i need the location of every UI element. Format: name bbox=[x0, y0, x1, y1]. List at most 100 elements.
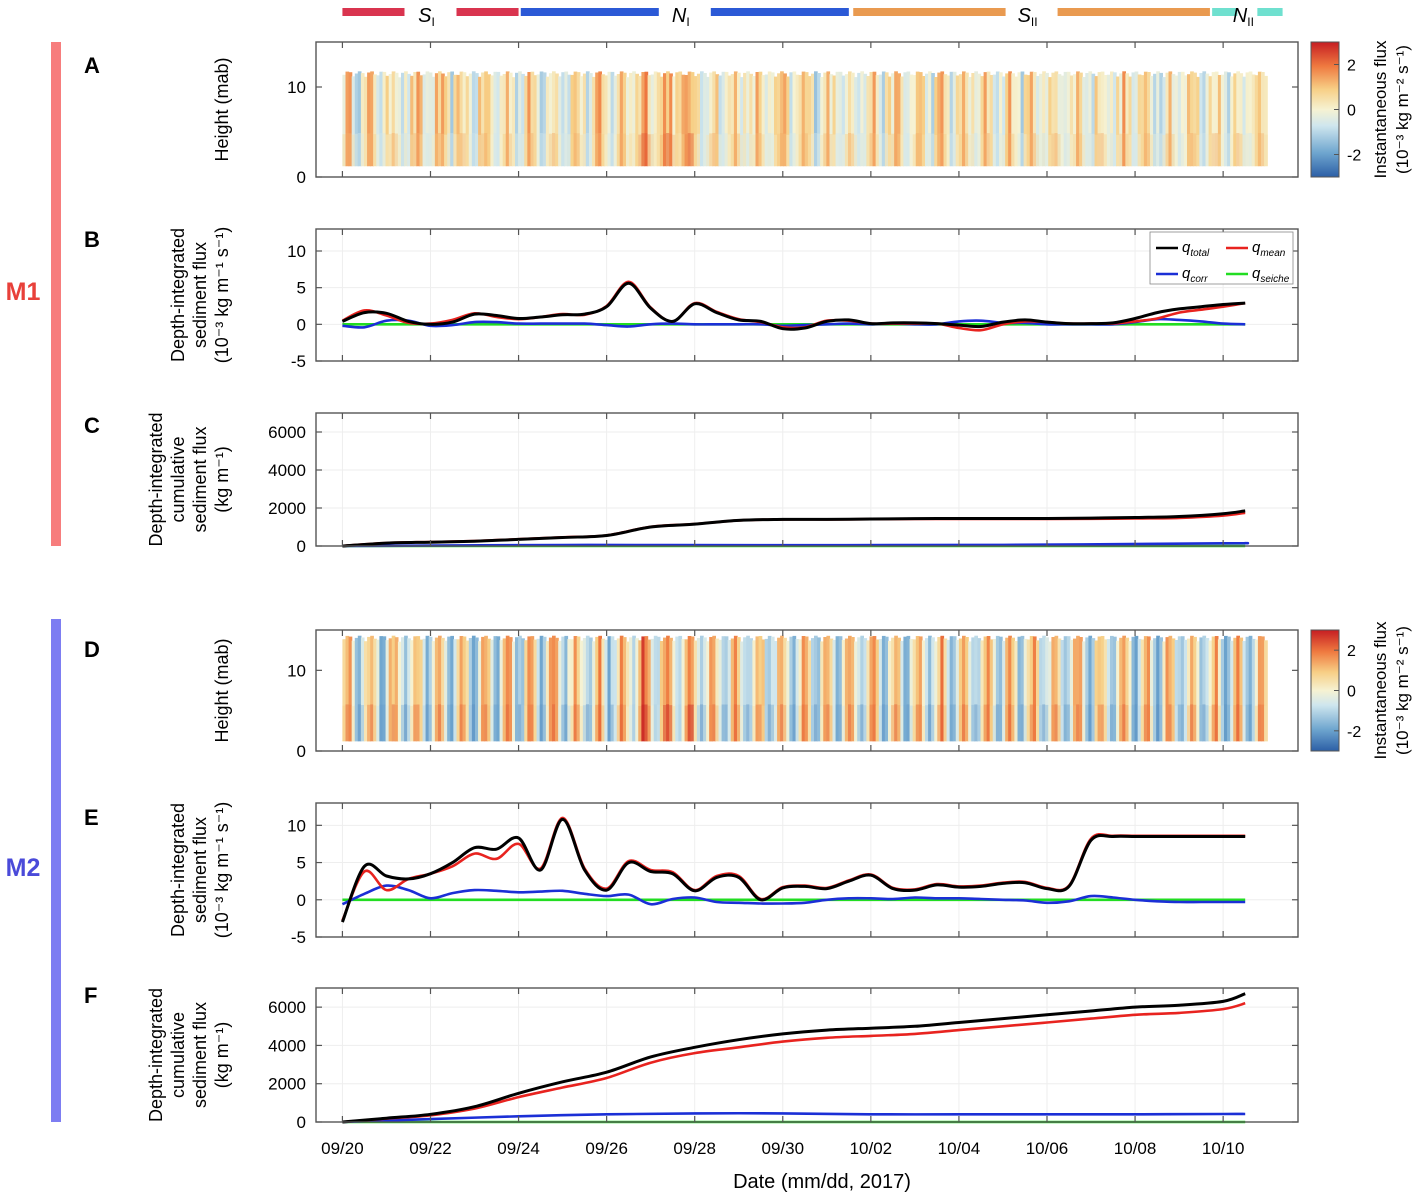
heatmap-near-bed-D-112 bbox=[687, 704, 692, 742]
heatmap-cell-D-116 bbox=[700, 635, 704, 742]
heatmap-cell-D-144 bbox=[786, 640, 790, 742]
heatmap-near-bed-A-291 bbox=[1239, 133, 1244, 167]
heatmap-cell-D-200 bbox=[958, 638, 963, 742]
heatmap-near-bed-D-131 bbox=[746, 704, 750, 742]
heatmap-near-bed-A-107 bbox=[672, 134, 676, 167]
heatmap-near-bed-A-60 bbox=[527, 133, 532, 167]
heatmap-near-bed-A-261 bbox=[1147, 133, 1151, 167]
heatmap-near-bed-A-4 bbox=[354, 133, 359, 167]
heatmap-cell-D-232 bbox=[1057, 638, 1062, 742]
heatmap-near-bed-A-97 bbox=[641, 133, 646, 167]
heatmap-near-bed-D-21 bbox=[407, 705, 411, 742]
heatmap-cell-A-262 bbox=[1150, 75, 1154, 167]
heatmap-cell-D-184 bbox=[909, 639, 914, 742]
y-label-E-2: (10⁻³ kg m⁻¹ s⁻¹) bbox=[212, 802, 232, 939]
heatmap-near-bed-A-91 bbox=[622, 133, 627, 167]
heatmap-cell-D-60 bbox=[527, 636, 532, 742]
heatmap-near-bed-A-41 bbox=[468, 133, 473, 167]
phase-bar-2-left bbox=[853, 8, 1006, 16]
heatmap-cell-A-118 bbox=[706, 76, 710, 167]
heatmap-near-bed-D-4 bbox=[354, 705, 359, 742]
heatmap-near-bed-D-218 bbox=[1014, 706, 1019, 742]
heatmap-cell-D-156 bbox=[823, 637, 827, 742]
heatmap-cell-A-68 bbox=[552, 71, 556, 167]
heatmap-cell-A-166 bbox=[854, 77, 858, 167]
heatmap-cell-A-63 bbox=[536, 74, 541, 167]
heatmap-cell-D-112 bbox=[687, 636, 692, 742]
heatmap-near-bed-D-160 bbox=[835, 704, 840, 742]
heatmap-cell-A-157 bbox=[826, 71, 831, 167]
heatmap-cell-A-8 bbox=[367, 72, 371, 167]
heatmap-cell-A-40 bbox=[465, 76, 470, 167]
heatmap-near-bed-D-273 bbox=[1183, 705, 1188, 742]
mooring-bar-m1 bbox=[51, 42, 61, 546]
heatmap-cell-D-222 bbox=[1026, 639, 1031, 742]
heatmap-near-bed-A-277 bbox=[1196, 135, 1200, 167]
heatmap-cell-D-12 bbox=[379, 636, 384, 742]
heatmap-cell-D-268 bbox=[1168, 635, 1173, 742]
heatmap-cell-D-239 bbox=[1079, 637, 1083, 742]
heatmap-near-bed-A-51 bbox=[499, 134, 504, 167]
colorbar-tick-label-D-0: 2 bbox=[1347, 643, 1356, 660]
heatmap-near-bed-A-105 bbox=[666, 133, 670, 167]
heatmap-near-bed-A-282 bbox=[1211, 133, 1216, 167]
heatmap-cell-A-115 bbox=[696, 73, 701, 167]
heatmap-near-bed-D-230 bbox=[1051, 704, 1056, 742]
heatmap-cell-A-289 bbox=[1233, 73, 1237, 167]
heatmap-cell-D-45 bbox=[481, 636, 485, 742]
heatmap-cell-D-286 bbox=[1224, 635, 1228, 742]
heatmap-near-bed-A-73 bbox=[567, 134, 572, 167]
heatmap-cell-A-66 bbox=[545, 76, 550, 167]
heatmap-cell-A-24 bbox=[416, 71, 421, 167]
heatmap-near-bed-D-287 bbox=[1227, 704, 1231, 742]
x-tick-label-1: 09/22 bbox=[409, 1139, 452, 1158]
heatmap-near-bed-D-185 bbox=[912, 705, 917, 742]
heatmap-cell-A-64 bbox=[539, 71, 544, 167]
heatmap-cell-A-250 bbox=[1113, 72, 1117, 167]
heatmap-near-bed-A-86 bbox=[607, 133, 612, 167]
heatmap-cell-D-287 bbox=[1227, 636, 1231, 742]
heatmap-cell-A-291 bbox=[1239, 73, 1244, 167]
heatmap-cell-A-132 bbox=[749, 73, 753, 167]
heatmap-near-bed-A-3 bbox=[351, 134, 356, 167]
heatmap-near-bed-A-133 bbox=[752, 134, 757, 167]
heatmap-near-bed-A-264 bbox=[1156, 133, 1160, 167]
heatmap-near-bed-A-286 bbox=[1224, 133, 1228, 167]
heatmap-near-bed-A-31 bbox=[438, 133, 442, 167]
heatmap-cell-D-192 bbox=[934, 641, 938, 742]
y-label-F-1: cumulative bbox=[168, 1012, 188, 1098]
heatmap-cell-A-133 bbox=[752, 76, 757, 167]
heatmap-cell-A-253 bbox=[1122, 71, 1126, 167]
heatmap-cell-D-291 bbox=[1239, 637, 1244, 742]
heatmap-near-bed-D-30 bbox=[434, 705, 439, 742]
heatmap-cell-A-94 bbox=[632, 71, 636, 167]
heatmap-near-bed-A-101 bbox=[653, 133, 658, 167]
heatmap-near-bed-D-35 bbox=[450, 704, 454, 742]
heatmap-near-bed-D-156 bbox=[823, 704, 827, 742]
heatmap-near-bed-A-69 bbox=[555, 133, 559, 167]
heatmap-cell-A-203 bbox=[968, 77, 972, 167]
heatmap-cell-D-163 bbox=[844, 638, 849, 742]
heatmap-cell-D-58 bbox=[521, 638, 525, 742]
heatmap-cell-A-229 bbox=[1048, 77, 1052, 167]
heatmap-near-bed-D-227 bbox=[1042, 704, 1046, 742]
heatmap-near-bed-D-223 bbox=[1029, 704, 1034, 742]
heatmap-near-bed-D-113 bbox=[690, 704, 695, 742]
heatmap-cell-D-19 bbox=[401, 637, 405, 742]
heatmap-near-bed-D-199 bbox=[955, 705, 960, 742]
heatmap-near-bed-D-195 bbox=[943, 705, 948, 742]
heatmap-near-bed-A-106 bbox=[669, 133, 673, 167]
heatmap-near-bed-D-24 bbox=[416, 704, 421, 742]
y-tick-label-C-2: 2000 bbox=[268, 499, 306, 518]
heatmap-near-bed-D-126 bbox=[730, 705, 735, 742]
heatmap-cell-A-184 bbox=[909, 74, 914, 167]
heatmap-near-bed-D-177 bbox=[888, 706, 892, 742]
series-E-q_corr bbox=[341, 884, 1246, 906]
heatmap-near-bed-D-244 bbox=[1094, 706, 1099, 742]
heatmap-near-bed-D-50 bbox=[496, 704, 501, 742]
heatmap-near-bed-D-167 bbox=[857, 704, 861, 742]
heatmap-cell-A-9 bbox=[370, 71, 374, 167]
heatmap-near-bed-D-81 bbox=[592, 706, 596, 742]
heatmap-cell-A-199 bbox=[955, 75, 960, 167]
heatmap-cell-A-140 bbox=[774, 76, 778, 167]
